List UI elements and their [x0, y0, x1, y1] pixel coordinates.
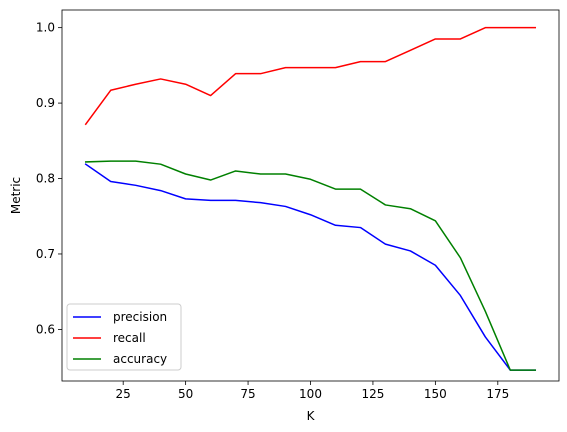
x-tick-label: 175 [486, 387, 509, 401]
legend-label-recall: recall [113, 331, 146, 345]
x-axis-label: K [307, 409, 316, 423]
x-tick-label: 25 [116, 387, 131, 401]
y-axis-label: Metric [9, 177, 23, 214]
y-tick-label: 0.8 [36, 172, 55, 186]
x-tick-label: 100 [299, 387, 322, 401]
series-line-precision [84, 163, 537, 371]
series-line-recall [84, 26, 537, 126]
x-tick-label: 125 [361, 387, 384, 401]
series-line-accuracy [84, 160, 537, 371]
y-tick-label: 1.0 [36, 21, 55, 35]
y-tick-label: 0.9 [36, 96, 55, 110]
y-tick-label: 0.7 [36, 247, 55, 261]
legend-label-precision: precision [113, 310, 167, 324]
x-tick-label: 75 [240, 387, 255, 401]
legend: precision recall accuracy [66, 303, 182, 371]
x-axis-ticks: 25 50 75 100 125 150 175 [116, 381, 509, 401]
x-tick-label: 50 [178, 387, 193, 401]
plot-area [84, 26, 537, 371]
y-axis-ticks: 0.6 0.7 0.8 0.9 1.0 [36, 21, 62, 336]
legend-box [66, 303, 182, 371]
y-tick-label: 0.6 [36, 322, 55, 336]
legend-label-accuracy: accuracy [113, 352, 167, 366]
x-tick-label: 150 [424, 387, 447, 401]
